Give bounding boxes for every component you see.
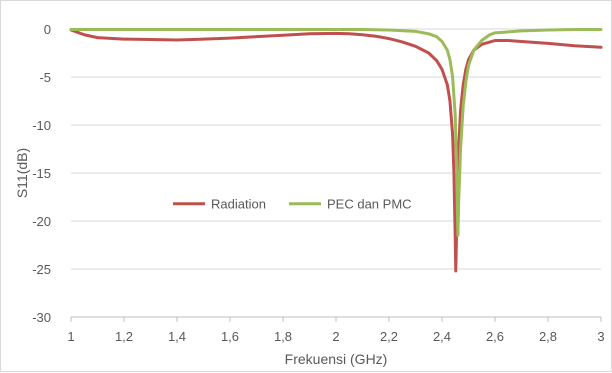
legend: Radiation PEC dan PMC [173, 197, 412, 212]
x-tick-label: 1,8 [274, 329, 292, 344]
y-tick-label: -25 [32, 262, 51, 277]
x-tick-label: 1,2 [115, 329, 133, 344]
y-tick-label: 0 [44, 22, 51, 37]
gridlines [71, 28, 601, 318]
legend-label-0: Radiation [211, 197, 266, 212]
x-tick-label: 1,4 [168, 329, 186, 344]
x-axis-title: Frekuensi (GHz) [285, 351, 388, 367]
series-line-1 [69, 27, 603, 237]
x-tick-label: 2,6 [486, 329, 504, 344]
y-tick-label: -10 [32, 118, 51, 133]
x-tick-label: 1 [67, 329, 74, 344]
x-tick-label: 2,4 [433, 329, 451, 344]
y-tick-label: -15 [32, 166, 51, 181]
y-axis-title: S11(dB) [14, 148, 30, 198]
y-tick-label: -30 [32, 310, 51, 325]
legend-label-1: PEC dan PMC [327, 197, 412, 212]
x-tick-label: 2 [332, 329, 339, 344]
series-line-0 [69, 28, 603, 273]
x-tick-label: 3 [597, 329, 604, 344]
series-lines [69, 27, 603, 273]
x-tick-label: 1,6 [221, 329, 239, 344]
y-tick-label: -20 [32, 214, 51, 229]
y-tick-label: -5 [39, 70, 51, 85]
axes: 0 -5 -10 -15 -20 -25 -30 1 1,2 1,4 1,6 1,8 2 2,2 2,4 2,… [32, 22, 604, 344]
x-tick-label: 2,2 [380, 329, 398, 344]
x-tick-label: 2,8 [539, 329, 557, 344]
